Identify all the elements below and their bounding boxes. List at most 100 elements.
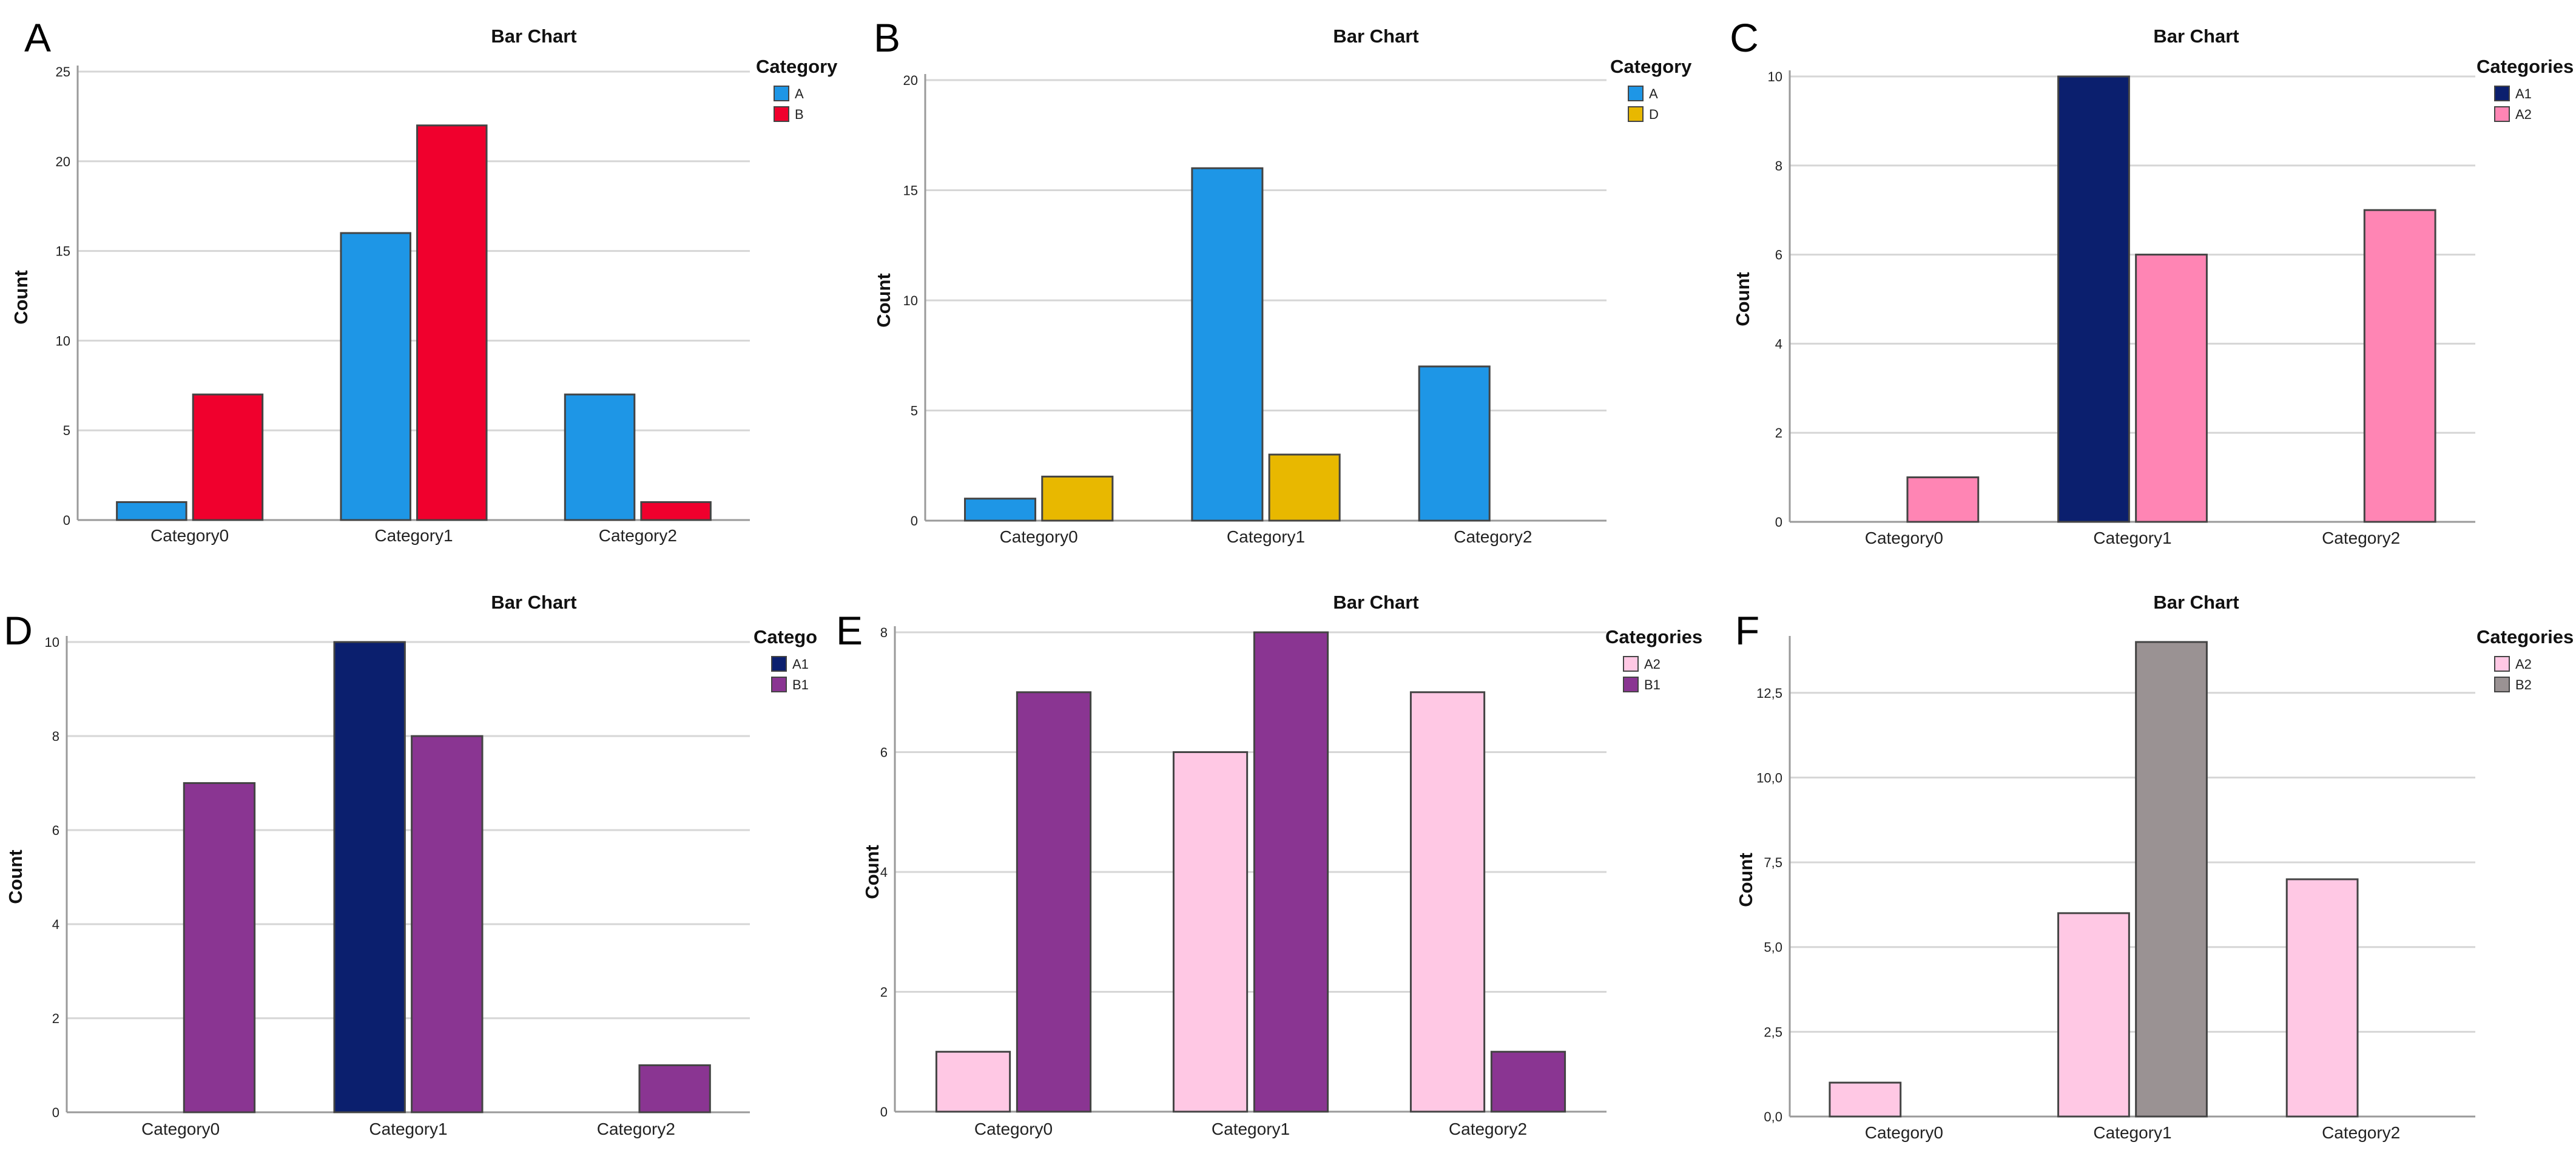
x-category-label: Category0 — [1865, 529, 1943, 547]
y-tick-label: 2 — [1775, 425, 1782, 441]
panel-D: D Bar Chart Count 0 2 4 6 8 10 Category0 Category1… — [4, 592, 817, 1138]
bar-D-Category1 — [1268, 453, 1341, 522]
y-axis-title: Count — [861, 845, 883, 899]
y-tick-label: 6 — [52, 823, 59, 838]
chart-title: Bar Chart — [2153, 592, 2239, 613]
panel-letter: F — [1735, 608, 1759, 653]
x-category-label: Category1 — [1212, 1120, 1290, 1138]
legend-swatch-A1 — [2494, 86, 2510, 101]
legend-title: Catego — [754, 626, 817, 647]
legend-swatch-B1 — [771, 677, 787, 692]
x-category-label: Category2 — [2322, 529, 2400, 547]
legend-label: A — [1649, 86, 1658, 101]
bar-A2-Category0 — [1906, 476, 1980, 523]
y-tick-label: 5 — [63, 423, 70, 438]
x-category-label: Category0 — [150, 526, 229, 545]
chart-title: Bar Chart — [1333, 592, 1418, 613]
legend-swatch-A — [774, 86, 789, 101]
legend-swatch-A2 — [1623, 656, 1639, 672]
chart-title: Bar Chart — [2153, 25, 2239, 47]
y-tick-label: 25 — [56, 64, 70, 79]
bar-A-Category0 — [116, 501, 187, 521]
legend-label: A1 — [792, 657, 809, 672]
legend-title: Categories — [2477, 626, 2574, 647]
x-category-label: Category0 — [1865, 1123, 1943, 1142]
legend-label: A — [795, 86, 804, 101]
panel-letter: D — [4, 608, 33, 653]
legend-title: Category — [756, 56, 838, 77]
legend-swatch-A1 — [771, 656, 787, 672]
legend-label: B1 — [792, 677, 809, 692]
x-category-label: Category1 — [2093, 529, 2171, 547]
bar-B-Category2 — [640, 501, 712, 521]
bar-B1-Category0 — [183, 782, 256, 1113]
y-tick-label: 10 — [45, 635, 59, 650]
x-category-label: Category2 — [2322, 1123, 2400, 1142]
y-tick-label: 5 — [911, 404, 918, 419]
bar-B1-Category1 — [411, 735, 484, 1113]
legend-title: Categories — [1605, 626, 1702, 647]
y-tick-label: 20 — [56, 154, 70, 169]
x-category-label: Category1 — [2093, 1123, 2171, 1142]
y-tick-label: 6 — [880, 745, 888, 760]
y-tick-label: 12,5 — [1756, 686, 1782, 701]
y-tick-label: 0 — [1775, 515, 1782, 530]
bar-A1-Category1 — [2057, 75, 2130, 523]
x-category-label: Category2 — [597, 1120, 675, 1138]
bar-A2-Category2 — [1409, 691, 1486, 1113]
y-axis-title: Count — [1732, 272, 1753, 326]
y-tick-label: 5,0 — [1764, 940, 1782, 955]
bar-A-Category2 — [1418, 365, 1491, 522]
x-category-label: Category2 — [1454, 527, 1532, 546]
panel-F: F Bar Chart Count 0,0 2,5 5,0 7,5 10,0 12,5 Categ… — [1735, 592, 2574, 1142]
y-tick-label: 4 — [1775, 336, 1782, 351]
y-tick-label: 10,0 — [1756, 770, 1782, 785]
x-category-label: Category1 — [369, 1120, 447, 1138]
legend-label: A2 — [2515, 107, 2532, 122]
chart-title: Bar Chart — [491, 25, 576, 47]
y-tick-label: 20 — [903, 73, 918, 88]
legend-label: B — [795, 107, 804, 122]
legend-swatch-A — [1628, 86, 1644, 101]
x-category-label: Category0 — [141, 1120, 220, 1138]
bar-A2-Category1 — [2135, 254, 2208, 523]
bar-B1-Category0 — [1016, 691, 1092, 1113]
chart-title: Bar Chart — [1333, 25, 1418, 47]
x-category-label: Category2 — [1449, 1120, 1527, 1138]
y-tick-label: 8 — [52, 729, 59, 744]
panel-letter: B — [874, 15, 900, 60]
bar-B-Category0 — [192, 393, 264, 521]
bar-A-Category1 — [340, 232, 411, 521]
y-tick-label: 2 — [52, 1011, 59, 1026]
bar-A1-Category1 — [333, 641, 406, 1113]
y-tick-label: 0 — [52, 1105, 59, 1120]
y-tick-label: 8 — [880, 625, 888, 640]
y-tick-label: 10 — [903, 293, 918, 308]
panel-letter: A — [24, 15, 51, 60]
legend-label: A2 — [2515, 657, 2532, 672]
bar-A2-Category0 — [935, 1050, 1011, 1113]
y-tick-label: 7,5 — [1764, 855, 1782, 870]
panel-letter: C — [1730, 15, 1759, 60]
y-tick-label: 0 — [911, 513, 918, 529]
legend-label: B1 — [1644, 677, 1661, 692]
y-axis-title: Count — [10, 270, 32, 325]
y-tick-label: 2,5 — [1764, 1024, 1782, 1039]
bar-A-Category0 — [964, 498, 1037, 522]
legend-title: Category — [1610, 56, 1692, 77]
legend-swatch-A2 — [2494, 106, 2510, 122]
bar-B1-Category1 — [1253, 631, 1329, 1113]
bar-A-Category1 — [1191, 167, 1264, 522]
panel-letter: E — [836, 608, 863, 653]
legend-label: D — [1649, 107, 1659, 122]
y-tick-label: 0,0 — [1764, 1109, 1782, 1124]
bar-D-Category0 — [1041, 475, 1114, 522]
y-tick-label: 15 — [903, 183, 918, 198]
bar-B-Category1 — [416, 124, 488, 521]
bar-A2-Category1 — [1172, 751, 1249, 1113]
legend-label: B2 — [2515, 677, 2532, 692]
legend-swatch-B1 — [1623, 677, 1639, 692]
panel-A: A Bar Chart Count 0 5 10 15 20 25 Category0 Catego… — [10, 15, 838, 545]
bar-A2-Category2 — [2363, 209, 2436, 523]
y-tick-label: 15 — [56, 244, 70, 259]
